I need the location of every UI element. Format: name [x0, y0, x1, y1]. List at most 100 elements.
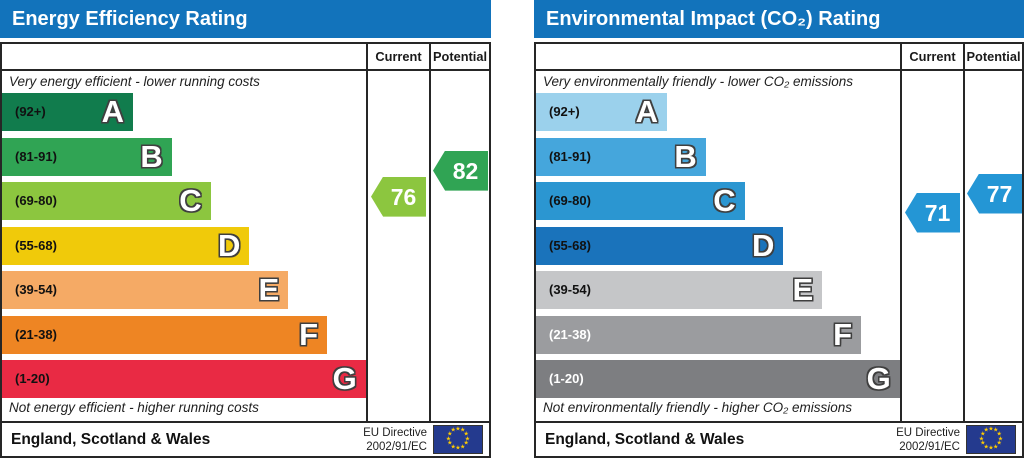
header-row-divider: [0, 69, 491, 71]
current-column-header: Current: [909, 49, 956, 64]
eu-flag-star: ★: [983, 444, 989, 451]
band-letter: B: [140, 138, 163, 174]
eu-flag-star: ★: [980, 440, 986, 447]
eu-flag-star: ★: [463, 431, 469, 438]
band-e: (39-54) E: [2, 271, 289, 309]
eu-flag: ★ ★ ★ ★ ★ ★ ★ ★ ★ ★ ★ ★: [433, 425, 483, 454]
eu-flag-star: ★: [450, 427, 456, 434]
band-f: (21-38) F: [536, 315, 861, 354]
eu-flag-star: ★: [460, 427, 466, 434]
current-rating-arrow: 71: [905, 192, 960, 233]
eu-flag-star: ★: [996, 440, 1002, 447]
band-letter: G: [866, 361, 891, 396]
band-e: (39-54) E: [536, 271, 823, 309]
current-rating-arrow: 76: [371, 176, 426, 217]
chart-footer: England, Scotland & Wales EU Directive 2…: [2, 423, 489, 456]
eu-flag-star: ★: [455, 426, 461, 433]
potential-column-header: Potential: [432, 49, 488, 64]
band-range-label: (21-38): [549, 326, 591, 342]
band-a: (92+) A: [2, 93, 133, 131]
energy-panel-title: Energy Efficiency Rating: [12, 8, 248, 30]
energy-efficiency-panel: Energy Efficiency Rating Current Potenti…: [0, 0, 491, 460]
band-g: (1-20) G: [536, 360, 900, 398]
current-rating-value: 71: [924, 199, 951, 226]
footer-row-divider: [0, 421, 491, 423]
band-range-label: (81-91): [549, 148, 591, 164]
band-letter: D: [752, 227, 775, 263]
band-c: (69-80) C: [2, 182, 211, 220]
band-letter: C: [179, 183, 202, 218]
eu-flag-star: ★: [993, 427, 999, 434]
footer-row-divider: [534, 421, 1024, 423]
bottom-note: Not energy efficient - higher running co…: [9, 400, 259, 415]
eu-flag-star: ★: [463, 440, 469, 447]
band-letter: G: [332, 361, 357, 396]
band-letter: E: [792, 272, 814, 307]
eu-directive-line1: EU Directive: [363, 427, 427, 439]
band-range-label: (21-38): [15, 326, 57, 342]
eu-flag-star: ★: [455, 445, 461, 452]
potential-rating-arrow: 77: [967, 173, 1022, 214]
region-label: England, Scotland & Wales: [545, 431, 745, 448]
band-range-label: (81-91): [15, 148, 57, 164]
energy-banner: Energy Efficiency Rating: [0, 0, 491, 38]
eu-flag-star: ★: [996, 431, 1002, 438]
band-c: (69-80) C: [536, 182, 745, 220]
band-letter: A: [635, 94, 658, 129]
band-letter: B: [674, 138, 697, 174]
chart-footer: England, Scotland & Wales EU Directive 2…: [536, 423, 1022, 456]
band-range-label: (92+): [549, 104, 580, 119]
band-letter: D: [218, 227, 241, 263]
eu-flag-star: ★: [445, 436, 452, 443]
current-column-divider: [900, 42, 902, 423]
potential-rating-value: 82: [452, 157, 479, 184]
band-d: (55-68) D: [536, 226, 784, 265]
top-note: Very energy efficient - lower running co…: [9, 74, 260, 89]
band-range-label: (1-20): [549, 371, 584, 386]
eu-flag-star: ★: [993, 444, 999, 451]
current-rating-value: 76: [390, 183, 417, 210]
band-range-label: (39-54): [15, 282, 57, 297]
band-range-label: (69-80): [15, 193, 57, 208]
environmental-panel-title: Environmental Impact (CO₂) Rating: [546, 8, 881, 30]
eu-flag: ★ ★ ★ ★ ★ ★ ★ ★ ★ ★ ★ ★: [966, 425, 1016, 454]
potential-column-header: Potential: [966, 49, 1021, 64]
band-letter: C: [713, 183, 736, 218]
eu-flag-star: ★: [447, 431, 453, 438]
eu-directive-label: EU Directive 2002/91/EC: [896, 426, 960, 454]
band-letter: F: [299, 316, 318, 352]
band-range-label: (69-80): [549, 193, 591, 208]
band-range-label: (92+): [15, 104, 46, 119]
header-row-divider: [534, 69, 1024, 71]
current-column-divider: [366, 42, 368, 423]
band-range-label: (1-20): [15, 371, 50, 386]
environmental-banner: Environmental Impact (CO₂) Rating: [534, 0, 1024, 38]
rating-bands: (92+) A (81-91) B (69-80) C (55-68) D (39-54) E (2…: [2, 93, 366, 398]
eu-directive-line1: EU Directive: [896, 427, 960, 439]
band-letter: A: [101, 94, 124, 129]
eu-directive-line2: 2002/91/EC: [899, 441, 960, 453]
eu-directive-label: EU Directive 2002/91/EC: [363, 426, 427, 454]
bottom-note: Not environmentally friendly - higher CO…: [543, 400, 853, 415]
current-column-header: Current: [375, 49, 422, 64]
eu-flag-star: ★: [997, 436, 1004, 443]
band-range-label: (55-68): [549, 237, 591, 253]
eu-flag-star: ★: [983, 427, 989, 434]
eu-flag-star: ★: [450, 444, 456, 451]
region-label: England, Scotland & Wales: [11, 431, 211, 448]
top-note: Very environmentally friendly - lower CO…: [543, 74, 853, 89]
band-range-label: (55-68): [15, 237, 57, 253]
potential-column-divider: [963, 42, 965, 423]
eu-flag-star: ★: [460, 444, 466, 451]
rating-bands: (92+) A (81-91) B (69-80) C (55-68) D (39-54) E (2…: [536, 93, 900, 398]
band-letter: F: [833, 316, 852, 352]
potential-rating-value: 77: [986, 180, 1013, 207]
potential-column-divider: [429, 42, 431, 423]
band-b: (81-91) B: [2, 137, 172, 176]
band-letter: E: [258, 272, 280, 307]
band-g: (1-20) G: [2, 360, 366, 398]
potential-rating-arrow: 82: [433, 150, 488, 191]
eu-flag-star: ★: [988, 426, 994, 433]
eu-flag-star: ★: [978, 436, 985, 443]
